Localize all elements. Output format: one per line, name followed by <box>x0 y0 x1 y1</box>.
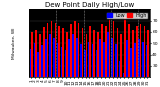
Bar <box>49 34 51 77</box>
Bar <box>43 27 44 77</box>
Bar <box>101 24 103 77</box>
Bar <box>85 34 87 77</box>
Bar <box>74 21 76 77</box>
Bar <box>80 44 82 77</box>
Bar <box>34 43 35 77</box>
Bar <box>70 24 72 77</box>
Bar <box>142 42 144 77</box>
Bar <box>68 39 70 77</box>
Bar <box>82 28 83 77</box>
Bar <box>39 34 41 77</box>
Bar <box>128 24 130 77</box>
Bar <box>41 45 43 77</box>
Bar <box>47 23 48 77</box>
Bar <box>66 32 68 77</box>
Bar <box>84 50 85 77</box>
Legend: Low, High: Low, High <box>106 12 148 19</box>
Bar <box>97 32 99 77</box>
Bar <box>72 34 74 77</box>
Bar <box>109 15 110 77</box>
Bar <box>130 48 132 77</box>
Bar <box>127 40 128 77</box>
Bar <box>136 26 137 77</box>
Bar <box>88 42 89 77</box>
Bar <box>105 26 107 77</box>
Bar <box>134 43 136 77</box>
Text: Milwaukee, WI: Milwaukee, WI <box>12 27 16 59</box>
Bar <box>132 30 134 77</box>
Bar <box>144 26 145 77</box>
Bar <box>61 47 62 77</box>
Bar <box>92 44 93 77</box>
Bar <box>138 39 140 77</box>
Bar <box>89 26 91 77</box>
Bar <box>93 30 95 77</box>
Bar <box>146 45 148 77</box>
Bar <box>119 61 120 77</box>
Bar <box>37 52 39 77</box>
Bar <box>53 37 55 77</box>
Bar <box>123 73 124 77</box>
Bar <box>45 39 47 77</box>
Bar <box>55 23 56 77</box>
Bar <box>111 37 113 77</box>
Title: Dew Point Daily High/Low: Dew Point Daily High/Low <box>45 2 134 8</box>
Bar <box>76 37 78 77</box>
Bar <box>57 43 58 77</box>
Bar <box>62 28 64 77</box>
Bar <box>113 21 114 77</box>
Bar <box>96 50 97 77</box>
Bar <box>31 32 33 77</box>
Bar <box>30 49 31 77</box>
Bar <box>99 39 101 77</box>
Bar <box>58 26 60 77</box>
Bar <box>115 44 116 77</box>
Bar <box>124 17 126 77</box>
Bar <box>107 32 109 77</box>
Bar <box>148 30 149 77</box>
Bar <box>35 30 37 77</box>
Bar <box>64 50 66 77</box>
Bar <box>51 21 52 77</box>
Bar <box>140 24 141 77</box>
Bar <box>78 23 79 77</box>
Bar <box>103 42 105 77</box>
Bar <box>120 34 122 77</box>
Bar <box>116 28 118 77</box>
